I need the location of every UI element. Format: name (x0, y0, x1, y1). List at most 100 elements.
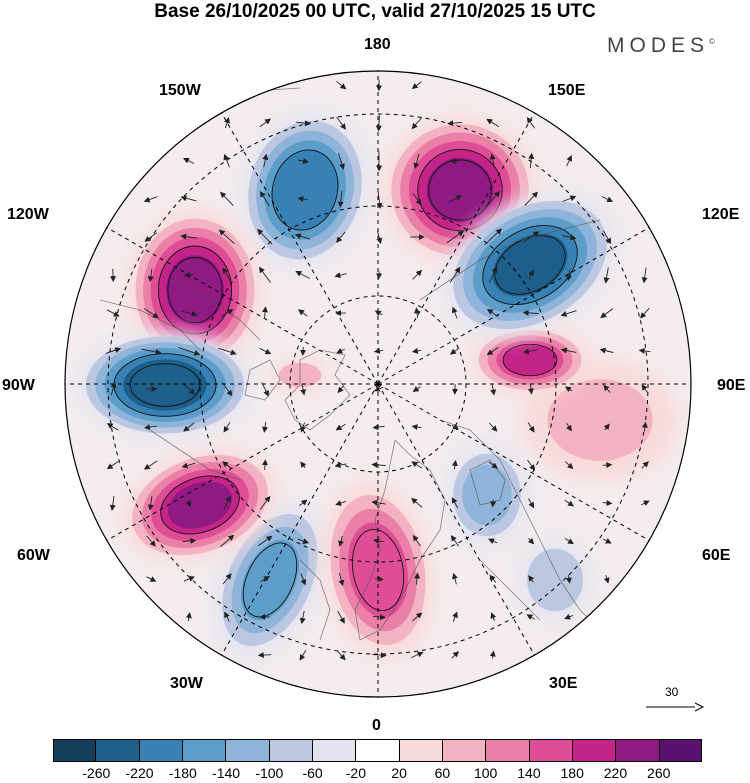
lon-label-60e: 60E (702, 547, 731, 564)
wind-arrow (564, 461, 574, 470)
map-border (64, 70, 692, 698)
anomaly-contour (129, 363, 201, 407)
wind-arrow (603, 384, 611, 393)
wind-arrow (565, 575, 572, 584)
wind-arrow (412, 612, 423, 622)
wind-arrow (146, 576, 157, 582)
wind-arrow (524, 191, 539, 207)
wind-arrow (565, 269, 572, 282)
colorbar-swatch-5 (269, 739, 313, 762)
colorbar-swatch-11 (529, 739, 573, 762)
colorbar-tick-label: 100 (473, 765, 498, 781)
wind-arrow (451, 497, 459, 509)
wind-arrow (374, 310, 383, 317)
colorbar-tick-label: -20 (345, 765, 366, 781)
wind-arrow (106, 423, 119, 431)
anomaly-pos-120w (127, 209, 263, 371)
colorbar-swatch-13 (616, 739, 660, 762)
wind-arrow (105, 347, 122, 354)
wind-arrow (261, 459, 268, 470)
wind-arrow (257, 652, 272, 659)
wind-arrow (560, 310, 577, 317)
brand-name: MODES (607, 34, 710, 57)
wind-arrow (599, 347, 614, 354)
anomaly-neg-125e (443, 192, 617, 338)
wind-arrow (372, 424, 385, 431)
wind-arrow (262, 153, 269, 168)
wind-arrow (336, 650, 346, 661)
wind-arrow (413, 153, 420, 170)
colorbar-swatch-14 (659, 739, 702, 762)
wind-arrow (296, 120, 311, 127)
anomaly-contour (547, 379, 653, 461)
map-title: Base 26/10/2025 00 UTC, valid 27/10/2025… (154, 1, 596, 22)
map-disc: + (65, 71, 691, 697)
wind-arrow (641, 421, 648, 432)
wind-arrow (259, 495, 271, 510)
anomaly-contour (167, 257, 223, 323)
wind-arrow (295, 271, 311, 279)
colorbar-swatch-10 (486, 739, 530, 762)
wind-arrow (223, 421, 231, 433)
modes-logo: MODES© (607, 34, 715, 58)
wind-arrow (182, 537, 197, 544)
lon-label-90w: 90W (2, 377, 35, 394)
colorbar-swatch-3 (182, 739, 227, 762)
colorbar-swatch-12 (572, 739, 617, 762)
wind-arrow (257, 228, 273, 245)
wind-arrow (451, 306, 458, 319)
wind-arrow (566, 423, 572, 432)
wind-arrow (375, 575, 384, 582)
wind-arrow (528, 152, 535, 169)
wind-arrow (603, 575, 610, 584)
wind-arrow (412, 269, 423, 280)
wind-arrow (564, 538, 574, 545)
wind-arrow (220, 191, 234, 206)
anomaly-pos-90e (469, 324, 591, 396)
wind-arrow (147, 496, 154, 511)
wind-arrow (185, 612, 192, 622)
colorbar (53, 739, 702, 762)
wind-arrow (528, 269, 534, 280)
wind-arrow (299, 649, 307, 661)
colorbar-swatch-6 (312, 739, 357, 762)
wind-arrow (300, 461, 307, 469)
anomaly-contour (428, 159, 492, 221)
wind-arrow (223, 153, 230, 168)
wind-arrow (488, 538, 498, 544)
colorbar-swatch-0 (53, 739, 97, 762)
wind-arrow (486, 347, 499, 356)
wind-arrow (181, 462, 196, 469)
lon-label-30w: 30W (170, 675, 203, 692)
wind-arrow (335, 500, 346, 506)
wind-arrow (222, 267, 232, 283)
lon-label-180: 180 (364, 36, 391, 53)
colorbar-tick-label: 20 (391, 765, 407, 781)
wind-arrow (218, 347, 237, 356)
wind-arrow (411, 81, 422, 90)
wind-arrow (297, 196, 308, 203)
wind-arrow (297, 309, 308, 317)
anomaly-contour (278, 157, 332, 223)
wind-arrow (452, 572, 458, 585)
wind-arrow (446, 230, 465, 244)
anomaly-pos-60w (122, 447, 278, 563)
wind-arrow (372, 652, 387, 659)
colorbar-tick-label: -140 (212, 765, 241, 781)
wind-arrow (486, 190, 500, 207)
wind-arrow (300, 346, 307, 356)
wind-arrow (411, 651, 424, 659)
lon-label-120e: 120E (702, 206, 740, 223)
colorbar-tick-label: -220 (125, 765, 154, 781)
wind-arrow (449, 347, 460, 355)
wind-arrow (181, 310, 198, 317)
wind-arrow (373, 347, 384, 354)
anomaly-contour (502, 343, 558, 377)
anomaly-contour (494, 235, 566, 295)
wind-arrow (221, 382, 233, 397)
wind-arrow (183, 271, 194, 278)
wind-arrow (300, 573, 307, 586)
wind-arrow (603, 230, 612, 245)
wind-arrow (602, 499, 613, 506)
wind-arrow (337, 191, 344, 208)
